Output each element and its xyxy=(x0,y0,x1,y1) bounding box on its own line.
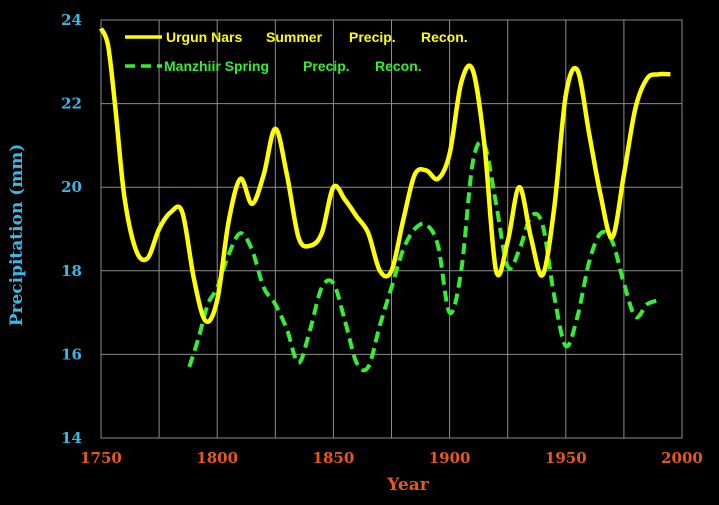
x-tick-label: 1950 xyxy=(545,449,587,467)
y-tick-label: 20 xyxy=(61,178,82,196)
legend-label: Manzhiir Spring xyxy=(164,58,269,74)
x-tick-labels: 1750 1800 1850 1900 1950 2000 xyxy=(80,449,703,467)
x-axis-label: Year xyxy=(386,475,429,495)
x-tick-label: 1850 xyxy=(313,449,355,467)
y-tick-label: 22 xyxy=(61,95,82,113)
legend: Urgun Nars Summer Precip. Recon.Manzhiir Sp… xyxy=(125,29,468,74)
y-tick-labels: 14 16 18 20 22 24 xyxy=(61,11,82,447)
x-tick-label: 1800 xyxy=(196,449,238,467)
grid-lines xyxy=(100,19,683,439)
series-layer xyxy=(98,27,671,373)
legend-label: Precip. xyxy=(349,29,396,45)
x-tick-label: 2000 xyxy=(661,449,703,467)
y-tick-label: 18 xyxy=(61,262,82,280)
legend-label: Urgun Nars xyxy=(166,29,242,45)
y-tick-label: 14 xyxy=(61,429,82,447)
legend-entry-urgun-nars: Urgun Nars Summer Precip. Recon. xyxy=(125,29,468,45)
y-tick-label: 16 xyxy=(61,345,82,363)
legend-label: Recon. xyxy=(421,29,468,45)
urgun-nars-summer-series-line xyxy=(98,27,671,325)
y-tick-label: 24 xyxy=(61,11,82,29)
legend-label: Recon. xyxy=(375,58,422,74)
x-tick-label: 1900 xyxy=(429,449,471,467)
x-tick-label: 1750 xyxy=(80,449,122,467)
legend-label: Summer xyxy=(266,29,323,45)
legend-label: Precip. xyxy=(303,58,350,74)
manzhiir-spring-series-line xyxy=(187,140,660,373)
legend-entry-manzhiir: Manzhiir Spring Precip. Recon. xyxy=(125,58,422,74)
y-axis-label: Precipitation (mm) xyxy=(7,144,27,327)
